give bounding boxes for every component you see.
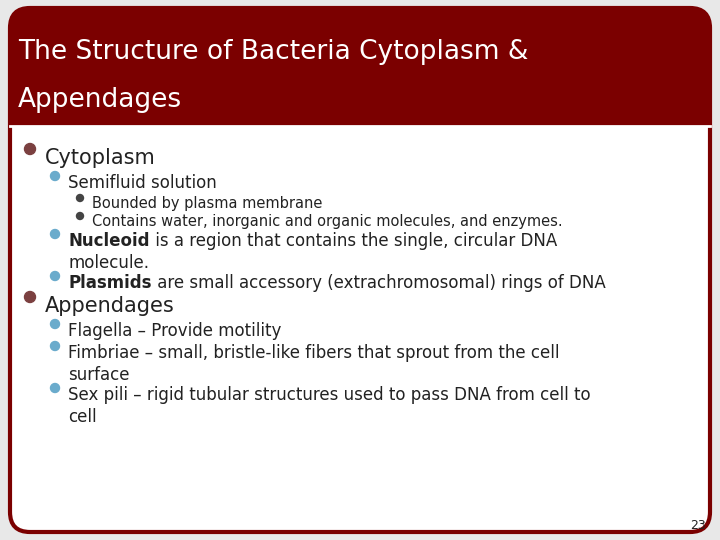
Text: Appendages: Appendages (18, 87, 182, 113)
Text: surface: surface (68, 366, 130, 384)
Text: Cytoplasm: Cytoplasm (45, 148, 156, 168)
Text: Nucleoid: Nucleoid (68, 232, 150, 250)
Text: are small accessory (extrachromosomal) rings of DNA: are small accessory (extrachromosomal) r… (151, 274, 606, 292)
Text: Bounded by plasma membrane: Bounded by plasma membrane (92, 196, 323, 211)
Text: molecule.: molecule. (68, 254, 149, 272)
Text: The Structure of Bacteria Cytoplasm &: The Structure of Bacteria Cytoplasm & (18, 39, 528, 65)
FancyBboxPatch shape (10, 8, 710, 532)
Text: Contains water, inorganic and organic molecules, and enzymes.: Contains water, inorganic and organic mo… (92, 214, 562, 229)
Bar (10, 88, 710, 126)
Circle shape (24, 292, 35, 302)
FancyBboxPatch shape (10, 8, 710, 126)
Circle shape (50, 341, 60, 350)
Text: Fimbriae – small, bristle-like fibers that sprout from the cell: Fimbriae – small, bristle-like fibers th… (68, 344, 559, 362)
Circle shape (50, 230, 60, 239)
Circle shape (50, 383, 60, 393)
Text: Semifluid solution: Semifluid solution (68, 174, 217, 192)
Circle shape (76, 194, 84, 201)
Text: Plasmids: Plasmids (68, 274, 151, 292)
Circle shape (50, 320, 60, 328)
Text: Appendages: Appendages (45, 296, 175, 316)
Text: is a region that contains the single, circular DNA: is a region that contains the single, ci… (150, 232, 557, 250)
Text: 23: 23 (690, 519, 706, 532)
Circle shape (50, 172, 60, 180)
Text: cell: cell (68, 408, 96, 426)
Circle shape (24, 144, 35, 154)
Text: Flagella – Provide motility: Flagella – Provide motility (68, 322, 282, 340)
Text: Sex pili – rigid tubular structures used to pass DNA from cell to: Sex pili – rigid tubular structures used… (68, 386, 590, 404)
Circle shape (50, 272, 60, 280)
Circle shape (76, 213, 84, 219)
